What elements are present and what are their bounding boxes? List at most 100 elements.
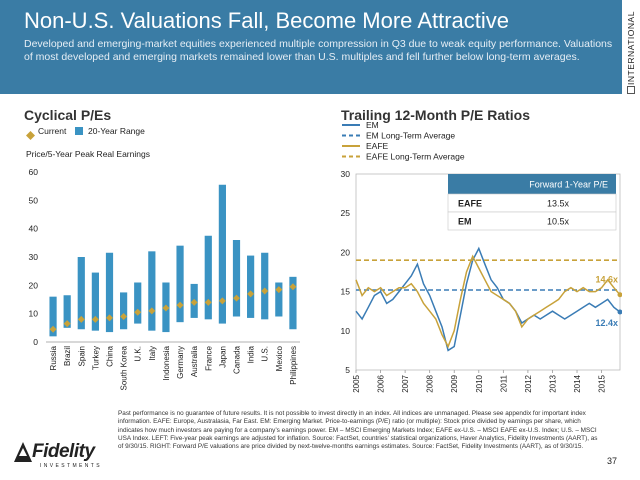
- left-axis-title: Price/5-Year Peak Real Earnings: [26, 149, 150, 159]
- current-marker-16: [275, 286, 283, 294]
- table-header: Forward 1-Year P/E: [529, 180, 608, 190]
- side-tab: INTERNATIONAL: [622, 0, 640, 480]
- x-tick-label: U.S.: [261, 346, 270, 362]
- series-line-2: [355, 254, 621, 349]
- current-marker-3: [91, 315, 99, 323]
- range-bar-5: [120, 292, 128, 330]
- x-tick-label: Philippines: [289, 346, 298, 385]
- fidelity-logo: Fidelity INVESTMENTS: [14, 440, 110, 470]
- current-diamond-icon: [26, 127, 35, 140]
- page-subtitle: Developed and emerging-market equities e…: [24, 38, 613, 63]
- range-bar-4: [105, 252, 114, 333]
- trailing-pe-chart: 5 10 15 20 25 30 2005 2006 2007 2008 2009 2010 2011 2…: [341, 169, 622, 393]
- range-bar-3: [91, 272, 99, 331]
- current-marker-4: [106, 314, 113, 322]
- em-end-marker: [617, 309, 622, 315]
- cyclical-pe-chart: 0 10 20 30 40 50 60 Russia Brazil Spain Turkey Chin…: [29, 167, 300, 390]
- left-chart-title: Cyclical P/Es: [24, 107, 112, 123]
- y-tick-label: 20: [29, 280, 39, 290]
- y-tick-label: 50: [29, 195, 39, 205]
- eafe-end-label: 14.6x: [595, 275, 618, 285]
- logo-word: Fidelity: [32, 441, 95, 462]
- legend-label-3: EAFE Long-Term Average: [366, 152, 465, 162]
- range-square-icon: [75, 127, 83, 135]
- current-marker-8: [162, 304, 170, 312]
- section-label: INTERNATIONAL: [622, 0, 640, 90]
- y-tick-label: 20: [341, 247, 351, 257]
- y-tick-label: 15: [341, 287, 351, 297]
- x-tick-label: Mexico: [275, 345, 284, 371]
- current-marker-1: [63, 320, 71, 328]
- x-tick-label: 2006: [377, 374, 386, 392]
- current-marker-11: [204, 298, 212, 306]
- x-tick-label: 2010: [475, 374, 484, 392]
- range-bar-15: [261, 252, 269, 320]
- x-tick-label: Australia: [190, 345, 199, 377]
- range-bar-1: [63, 295, 71, 328]
- x-tick-label: Indonesia: [162, 345, 171, 380]
- x-tick-label: India: [247, 345, 256, 363]
- table-row-value: 10.5x: [547, 217, 570, 227]
- y-tick-label: 10: [29, 309, 39, 319]
- y-tick-label: 60: [29, 167, 39, 177]
- legend-label-2: EAFE: [366, 141, 389, 151]
- x-tick-label: 2007: [401, 374, 410, 392]
- x-tick-label: Spain: [77, 346, 86, 366]
- x-tick-label: Germany: [176, 346, 185, 379]
- y-tick-label: 40: [29, 224, 39, 234]
- current-marker-15: [261, 287, 269, 295]
- series-line-0: [355, 246, 621, 352]
- x-tick-label: 2005: [352, 374, 361, 392]
- current-marker-14: [247, 290, 255, 298]
- current-marker-2: [77, 315, 85, 323]
- range-bar-2: [77, 257, 85, 330]
- x-tick-label: 2008: [426, 374, 435, 392]
- y-tick-label: 30: [341, 169, 351, 179]
- table-row-bg: [447, 211, 617, 231]
- table-header-bg: [448, 174, 616, 194]
- y-tick-label: 0: [33, 337, 38, 347]
- em-end-label: 12.4x: [595, 318, 618, 328]
- range-bar-0: [49, 296, 57, 337]
- current-marker-7: [148, 307, 156, 315]
- current-marker-12: [218, 297, 226, 305]
- right-chart-title: Trailing 12-Month P/E Ratios: [341, 107, 531, 123]
- header-banner: Non-U.S. Valuations Fall, Become More At…: [0, 0, 622, 94]
- x-tick-label: 2012: [524, 374, 533, 392]
- section-marker-icon: [627, 86, 635, 94]
- eafe-end-marker: [617, 292, 622, 298]
- legend-label-1: EM Long-Term Average: [366, 131, 455, 141]
- x-tick-label: 2014: [573, 374, 582, 392]
- range-bar-13: [232, 240, 241, 317]
- section-label-text: INTERNATIONAL: [626, 11, 636, 85]
- current-marker-6: [134, 308, 142, 316]
- y-tick-label: 10: [341, 326, 351, 336]
- x-tick-label: France: [204, 345, 213, 370]
- current-marker-10: [190, 298, 198, 306]
- range-bar-7: [148, 251, 156, 331]
- legend-range-label: 20-Year Range: [88, 126, 145, 136]
- table-row-label: EM: [458, 217, 472, 227]
- y-tick-label: 30: [29, 252, 39, 262]
- table-row-value: 13.5x: [547, 199, 570, 209]
- x-tick-label: 2013: [548, 374, 557, 392]
- y-tick-label: 5: [345, 365, 350, 375]
- x-tick-label: Russia: [49, 345, 58, 370]
- x-tick-label: South Korea: [120, 345, 129, 390]
- page-title: Non-U.S. Valuations Fall, Become More At…: [24, 8, 510, 33]
- x-tick-label: 2011: [499, 374, 508, 392]
- current-marker-5: [120, 313, 128, 320]
- pyramid-logo-icon: [14, 442, 32, 462]
- x-tick-label: Japan: [218, 346, 227, 368]
- page-number: 37: [607, 456, 618, 466]
- x-tick-label: Italy: [148, 346, 157, 361]
- range-bar-14: [247, 255, 255, 318]
- current-marker-9: [176, 301, 184, 309]
- current-marker-17: [289, 283, 297, 291]
- range-bar-9: [176, 245, 184, 323]
- x-tick-label: Brazil: [63, 346, 72, 366]
- x-tick-label: 2015: [598, 374, 607, 392]
- legend-label-0: EM: [366, 120, 379, 130]
- range-bar-12: [218, 184, 226, 324]
